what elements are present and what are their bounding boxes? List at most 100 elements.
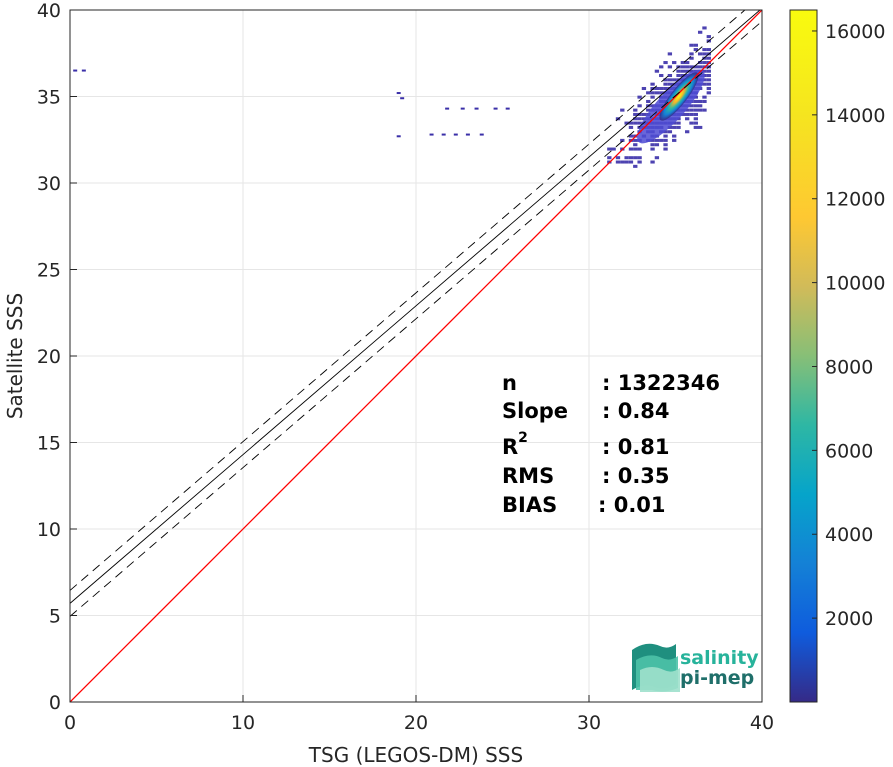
colorbar-tick-label: 4000 [825,524,873,546]
density-cell [637,156,642,160]
colorbar-tick-label: 6000 [825,440,873,462]
density-cell [659,91,664,95]
density-cell [689,69,694,73]
density-cell [667,52,673,56]
colorbar-tick-label: 2000 [825,608,873,630]
pimep-logo: salinity pi-mep [632,643,759,692]
density-cell [637,160,642,164]
density-cell [663,86,668,91]
density-cell [680,69,686,73]
density-cell [693,104,698,108]
density-cell [620,108,625,112]
density-cell [702,78,707,82]
fit-lower-line [70,20,762,617]
density-cell [611,147,616,151]
outlier-point [505,107,510,110]
density-cell [633,147,638,151]
density-cell [663,130,668,134]
density-cell [663,82,668,86]
outlier-point [400,97,405,100]
stat-n-label: n [502,371,517,395]
stat-bias-label: BIAS [502,493,557,517]
stat-r2-sup: 2 [518,430,528,446]
y-tick-label: 10 [37,519,61,541]
density-cell [607,156,612,160]
y-axis-ticks: 0 5 10 15 20 25 30 35 40 [37,0,77,714]
x-tick-label: 0 [64,712,76,734]
x-tick-label: 20 [404,712,428,734]
density-cell [667,65,673,69]
density-cell [620,138,625,142]
density-cell [693,112,698,116]
density-cell [663,143,668,147]
density-cell [697,104,703,108]
density-cell [607,147,612,151]
density-cell [637,112,642,116]
density-cell [663,61,668,65]
density-cell [697,61,703,65]
colorbar-tick-label: 14000 [825,105,885,127]
density-cell [689,112,694,116]
outlier-point [396,92,401,95]
outlier-point [429,133,434,136]
density-cell [689,43,694,47]
density-cell [693,65,698,69]
density-cell [641,112,647,116]
density-cell [702,61,707,65]
outlier-point [453,133,458,136]
x-tick-label: 30 [577,712,601,734]
density-cell [693,108,698,112]
density-cell [706,35,711,39]
y-tick-label: 25 [37,260,61,282]
y-tick-label: 35 [37,87,61,109]
density-cell [637,117,642,121]
stat-slope-label: Slope [502,399,568,423]
density-cell [667,82,673,86]
logo-line1: salinity [680,647,759,669]
density-cell [659,74,664,78]
y-tick-label: 0 [49,692,61,714]
outlier-point [441,133,446,136]
density-cell [654,156,660,160]
logo-line2: pi-mep [680,667,754,689]
density-cell [624,160,629,164]
colorbar-ticks: 2000 4000 6000 8000 10000 12000 14000 16000 [812,21,885,630]
outlier-points [73,69,510,138]
stat-r2-base: R [502,435,518,459]
density-cell [663,134,668,138]
density-cell [654,69,660,73]
outlier-point [465,133,470,136]
colorbar: 2000 4000 6000 8000 10000 12000 14000 16000 [789,9,885,703]
density-cell [633,143,638,147]
outlier-point [396,135,401,138]
x-axis-ticks: 0 10 20 30 40 [64,695,774,734]
density-cell [637,147,642,151]
density-cell [628,125,634,129]
density-cell [637,95,642,99]
density-cell [702,69,707,73]
density-cell [689,108,694,112]
density-cell [650,143,655,147]
density-cell [654,138,660,142]
density-cell [641,86,647,91]
density-cell [693,48,698,52]
density-cell [637,104,642,108]
density-cell [646,108,651,112]
density-cell [633,156,638,160]
density-cell [654,143,660,147]
density-cell [706,86,711,91]
density-cell [702,108,707,112]
density-cell [663,138,668,142]
density-cell [685,61,690,65]
colorbar-gradient [789,9,818,703]
density-cell [650,138,655,142]
density-cell [659,86,664,91]
density-cell [672,138,677,142]
density-cell [676,69,681,73]
stat-r2-label: R2 [502,430,528,459]
density-cell [672,134,677,138]
stat-bias-value: : 0.01 [598,493,666,517]
density-cell [624,121,629,125]
density-cell [633,112,638,116]
density-cell [702,52,707,56]
